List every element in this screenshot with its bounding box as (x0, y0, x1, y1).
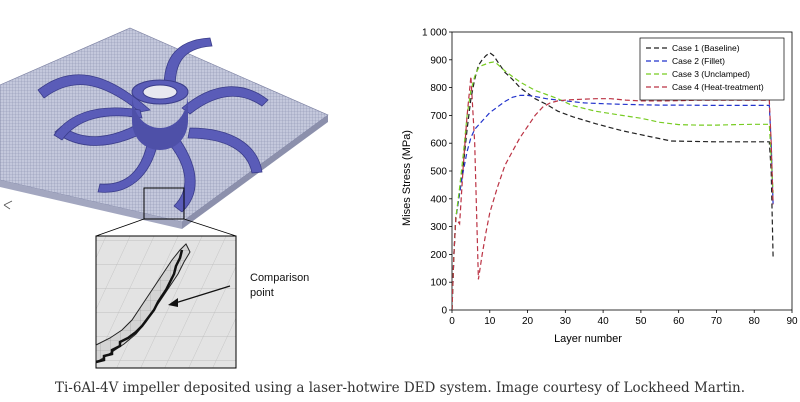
zoom-connector-left (95, 218, 145, 237)
x-tick-label: 80 (749, 316, 761, 327)
figure-caption: Ti-6Al-4V impeller deposited using a las… (54, 380, 746, 396)
base-plate-front (0, 180, 182, 229)
series-line-case-3 (452, 61, 774, 310)
deposited-wall (95, 243, 191, 363)
y-tick-label: 600 (430, 139, 447, 150)
series-line-case-1 (452, 52, 774, 310)
x-axis-label: Layer number (554, 333, 622, 345)
legend-label-case-4: Case 4 (Heat-treatment) (672, 82, 764, 92)
impeller-hub (131, 79, 189, 150)
comparison-point-arrow (171, 285, 231, 305)
wall-stepped-edge (95, 249, 184, 364)
zoom-inset (95, 235, 237, 369)
x-tick-label: 90 (786, 316, 798, 327)
legend-label-case-1: Case 1 (Baseline) (672, 43, 740, 53)
x-tick-label: 0 (449, 316, 455, 327)
y-tick-label: 400 (430, 194, 447, 205)
zoom-box (143, 187, 185, 220)
legend-label-case-3: Case 3 (Unclamped) (672, 69, 750, 79)
y-tick-label: 100 (430, 278, 447, 289)
comparison-point-arrowhead (168, 298, 178, 307)
y-tick-label: 1 000 (422, 28, 447, 39)
x-tick-label: 50 (635, 316, 647, 327)
y-axis-label: Mises Stress (MPa) (401, 130, 413, 226)
y-tick-label: 900 (430, 55, 447, 66)
annotation-point: point (250, 287, 274, 299)
x-axis: 0 10 20 30 40 50 60 70 80 90 (449, 310, 798, 327)
legend-label-case-2: Case 2 (Fillet) (672, 56, 725, 66)
y-tick-label: 0 (441, 306, 447, 317)
y-tick-label: 800 (430, 83, 447, 94)
y-tick-label: 200 (430, 250, 447, 261)
x-tick-label: 70 (711, 316, 723, 327)
annotation-comparison: Comparison (250, 272, 309, 284)
x-tick-label: 10 (484, 316, 496, 327)
axis-triad-icon (3, 200, 13, 210)
x-tick-label: 30 (560, 316, 572, 327)
stress-chart: 0 100 200 300 400 500 600 700 800 900 1 000 0 10 20 3… (401, 28, 798, 346)
zoom-connector-right (183, 218, 237, 237)
x-tick-label: 40 (598, 316, 610, 327)
y-tick-label: 500 (430, 167, 447, 178)
y-tick-label: 700 (430, 111, 447, 122)
impeller-mesh-image (0, 27, 329, 237)
x-tick-label: 60 (673, 316, 685, 327)
y-tick-label: 300 (430, 222, 447, 233)
legend: Case 1 (Baseline) Case 2 (Fillet) Case 3 (… (639, 37, 785, 101)
y-axis: 0 100 200 300 400 500 600 700 800 900 1 000 (422, 28, 452, 317)
x-tick-label: 20 (522, 316, 534, 327)
series-line-case-2 (452, 94, 774, 310)
